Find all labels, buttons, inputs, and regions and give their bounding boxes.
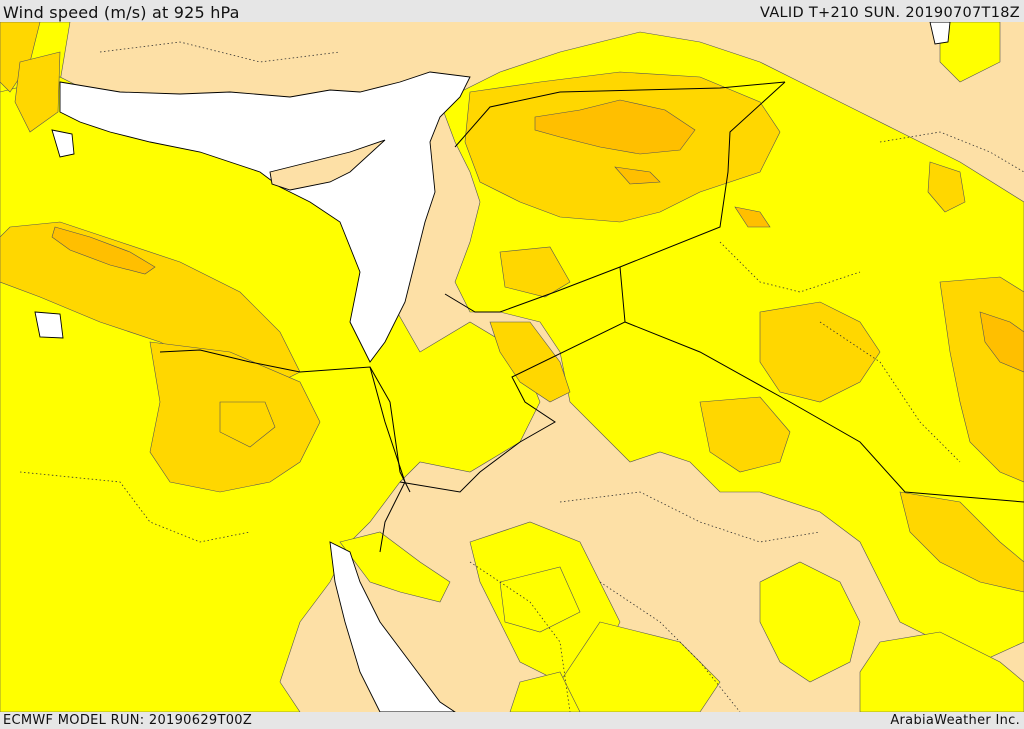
sea-areas <box>34 22 951 712</box>
map-title: Wind speed (m/s) at 925 hPa <box>3 3 240 22</box>
cyprus-island <box>269 139 386 191</box>
footer-bar: ECMWF MODEL RUN: 20190629T00Z ArabiaWeat… <box>0 712 1024 729</box>
credit-text: ArabiaWeather Inc. <box>890 713 1020 728</box>
header-bar: Wind speed (m/s) at 925 hPa VALID T+210 … <box>0 0 1024 22</box>
valid-time: VALID T+210 SUN. 20190707T18Z <box>760 5 1020 21</box>
wind-speed-map[interactable] <box>0 22 1024 712</box>
admin-boundaries <box>19 41 1024 712</box>
model-run: ECMWF MODEL RUN: 20190629T00Z <box>3 713 253 728</box>
strong-wind-zones <box>51 99 1024 373</box>
map-canvas <box>0 22 1024 712</box>
country-borders <box>159 81 1024 553</box>
